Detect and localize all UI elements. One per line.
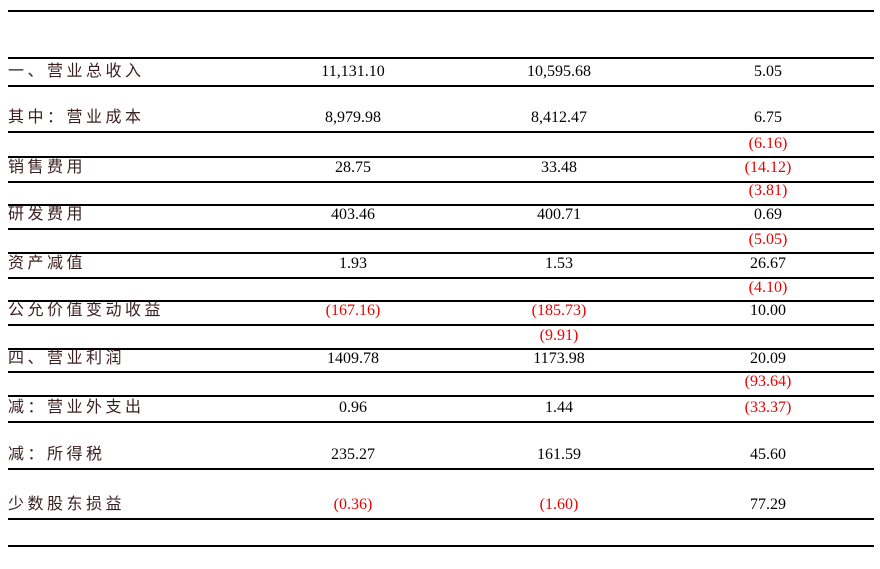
- row-label: 一、营业总收入: [8, 63, 145, 80]
- cell-value: 235.27: [331, 446, 375, 463]
- cell-value: (33.37): [744, 399, 792, 416]
- table-row: 四、营业利润 1409.78 1173.98 20.09: [0, 349, 880, 369]
- row-label: 资产减值: [8, 255, 87, 272]
- cell-value: 10,595.68: [527, 63, 591, 80]
- cell-value: (185.73): [531, 302, 587, 319]
- divider: [8, 85, 874, 87]
- partial-cell-value: (93.64): [744, 373, 792, 390]
- cell-value: 45.60: [750, 446, 786, 463]
- divider: [8, 545, 874, 547]
- cell-value: (14.12): [744, 159, 792, 176]
- divider: [8, 204, 874, 206]
- cell-value: (0.36): [333, 496, 373, 513]
- cell-value: 8,979.98: [325, 109, 381, 126]
- cell-value: 1.93: [339, 255, 367, 272]
- cell-value: 403.46: [331, 206, 375, 223]
- table-row: 少数股东损益 (0.36) (1.60) 77.29: [0, 495, 880, 515]
- row-label: 减：所得税: [8, 446, 106, 463]
- divider: [8, 131, 874, 133]
- table-row: 销售费用 28.75 33.48 (14.12): [0, 158, 880, 178]
- cell-value: 20.09: [750, 350, 786, 367]
- cell-value: 1173.98: [533, 350, 585, 367]
- partial-cell-value: (4.10): [748, 279, 788, 296]
- row-label: 其中：营业成本: [8, 109, 145, 126]
- partial-cell-value: (9.91): [539, 327, 579, 344]
- divider: [8, 156, 874, 158]
- row-label: 公允价值变动收益: [8, 302, 165, 319]
- divider: [8, 518, 874, 520]
- divider: [8, 300, 874, 302]
- divider: [8, 181, 874, 183]
- cell-value: 26.67: [750, 255, 786, 272]
- cell-value: 0.96: [339, 399, 367, 416]
- row-label: 研发费用: [8, 206, 87, 223]
- table-row: 公允价值变动收益 (167.16) (185.73) 10.00: [0, 301, 880, 321]
- cell-value: 161.59: [537, 446, 581, 463]
- divider: [8, 252, 874, 254]
- table-row: 资产减值 1.93 1.53 26.67: [0, 254, 880, 274]
- divider: [8, 421, 874, 423]
- cell-value: 6.75: [754, 109, 782, 126]
- cell-value: 0.69: [754, 206, 782, 223]
- partial-cell-value: (5.05): [748, 231, 788, 248]
- cell-value: 1409.78: [327, 350, 379, 367]
- divider: [8, 228, 874, 230]
- cell-value: 1.44: [545, 399, 573, 416]
- cell-value: 28.75: [335, 159, 371, 176]
- cell-value: 11,131.10: [321, 63, 385, 80]
- divider: [8, 57, 874, 59]
- table-row: 一、营业总收入 11,131.10 10,595.68 5.05: [0, 62, 880, 82]
- cell-value: 5.05: [754, 63, 782, 80]
- table-row: 研发费用 403.46 400.71 0.69: [0, 205, 880, 225]
- row-label: 销售费用: [8, 159, 87, 176]
- cell-value: (167.16): [325, 302, 381, 319]
- cell-value: 10.00: [750, 302, 786, 319]
- table-row: 减：所得税 235.27 161.59 45.60: [0, 445, 880, 465]
- divider: [8, 371, 874, 373]
- cell-value: 77.29: [750, 496, 786, 513]
- divider: [8, 324, 874, 326]
- cell-value: 1.53: [545, 255, 573, 272]
- divider: [8, 348, 874, 350]
- row-label: 减：营业外支出: [8, 399, 145, 416]
- divider: [8, 395, 874, 397]
- row-label: 四、营业利润: [8, 350, 126, 367]
- divider: [8, 10, 874, 12]
- cell-value: 400.71: [537, 206, 581, 223]
- cell-value: 33.48: [541, 159, 577, 176]
- row-label: 少数股东损益: [8, 496, 126, 513]
- partial-cell-value: (3.81): [748, 182, 788, 199]
- partial-cell-value: (6.16): [748, 135, 788, 152]
- divider: [8, 468, 874, 470]
- cell-value: 8,412.47: [531, 109, 587, 126]
- cell-value: (1.60): [539, 496, 579, 513]
- divider: [8, 277, 874, 279]
- table-row: 其中：营业成本 8,979.98 8,412.47 6.75: [0, 108, 880, 128]
- table-row: 减：营业外支出 0.96 1.44 (33.37): [0, 398, 880, 418]
